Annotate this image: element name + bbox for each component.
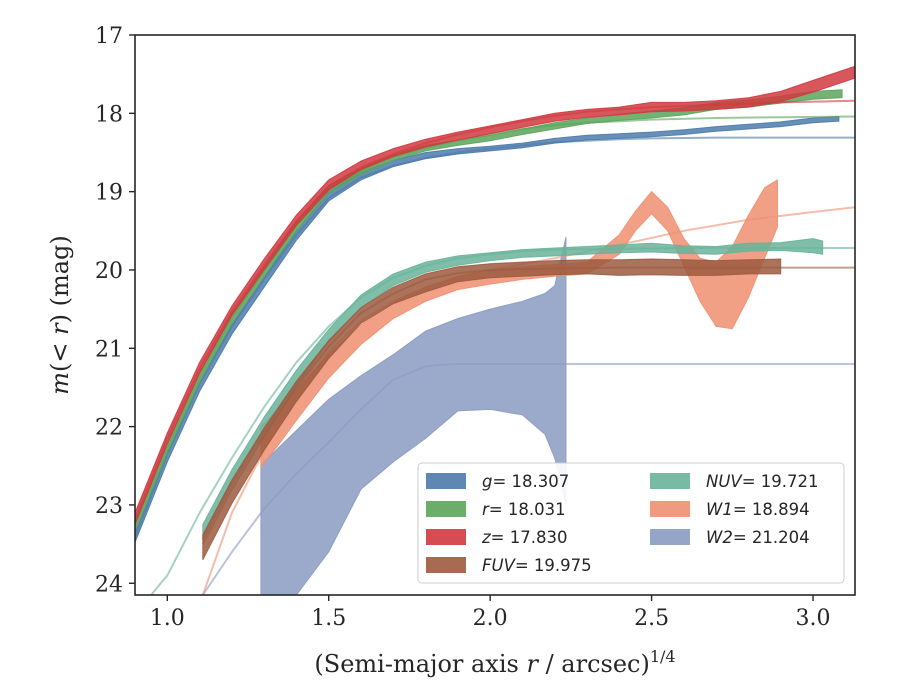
profile-band-nuv xyxy=(202,238,824,541)
profile-band-fuv xyxy=(202,258,782,561)
y-tick-label: 17 xyxy=(95,24,123,49)
legend-entry-fuv: FUV= 19.975 xyxy=(482,556,592,575)
legend-value-w2: = 21.204 xyxy=(733,528,810,547)
plot-area xyxy=(135,65,855,595)
legend-band-g: g xyxy=(482,472,492,491)
x-tick-label: 2.5 xyxy=(634,606,669,631)
legend-band-r: r xyxy=(482,500,490,519)
legend-band-nuv: NUV xyxy=(706,472,743,491)
plot-frame xyxy=(134,34,856,596)
x-axis-label-var: r xyxy=(526,650,539,678)
y-axis-label-var: r xyxy=(46,322,74,335)
legend-swatch-w2 xyxy=(650,529,690,545)
x-tick-label: 1.5 xyxy=(311,606,346,631)
x-axis: 1.0 1.5 2.0 2.5 3.0 xyxy=(150,595,831,631)
x-axis-label-main: (Semi-major axis xyxy=(314,650,526,678)
legend-entry-w1: W1= 18.894 xyxy=(706,500,810,519)
x-axis-label: (Semi-major axis r / arcsec)1/4 xyxy=(314,647,675,678)
legend-swatch-nuv xyxy=(650,473,690,489)
y-axis: 17 18 19 20 21 22 23 24 xyxy=(95,24,135,597)
legend-swatch-fuv xyxy=(426,557,466,573)
legend-swatch-w1 xyxy=(650,501,690,517)
y-tick-label: 20 xyxy=(95,259,123,284)
legend-entry-r: r= 18.031 xyxy=(482,500,566,519)
legend-band-w1: W1 xyxy=(706,500,733,519)
y-axis-label-post: ) (mag) xyxy=(46,235,74,323)
legend-value-z: = 17.830 xyxy=(491,528,568,547)
legend-swatch-z xyxy=(426,529,466,545)
profile-band-z xyxy=(135,65,855,525)
x-tick-label: 2.0 xyxy=(473,606,508,631)
y-tick-label: 23 xyxy=(95,494,123,519)
x-axis-label-tail: / arcsec) xyxy=(538,650,650,678)
legend-entry-g: g= 18.307 xyxy=(482,472,569,491)
y-axis-label-pre: m xyxy=(46,372,74,395)
legend-swatch-g xyxy=(426,473,466,489)
legend-value-nuv: = 19.721 xyxy=(742,472,819,491)
y-axis-label: m(< r) (mag) xyxy=(46,235,74,395)
x-tick-label: 1.0 xyxy=(150,606,185,631)
x-tick-label: 3.0 xyxy=(796,606,831,631)
legend-band-z: z xyxy=(481,528,491,547)
legend-value-g: = 18.307 xyxy=(492,472,569,491)
legend-band-fuv: FUV xyxy=(482,556,517,575)
y-tick-label: 18 xyxy=(95,102,123,127)
legend-entry-z: z= 17.830 xyxy=(481,528,567,547)
legend-value-r: = 18.031 xyxy=(489,500,566,519)
legend-value-w1: = 18.894 xyxy=(733,500,810,519)
legend-entry-w2: W2= 21.204 xyxy=(706,528,810,547)
legend-band-w2: W2 xyxy=(706,528,733,547)
y-tick-label: 19 xyxy=(95,181,123,206)
y-tick-label: 22 xyxy=(95,416,123,441)
y-axis-label-mid: (< xyxy=(46,335,74,372)
y-tick-label: 21 xyxy=(95,337,123,362)
legend-entry-nuv: NUV= 19.721 xyxy=(706,472,819,491)
legend-box xyxy=(417,462,845,584)
legend-value-fuv: = 19.975 xyxy=(515,556,592,575)
x-axis-label-sup: 1/4 xyxy=(650,647,676,666)
legend-swatch-r xyxy=(426,501,466,517)
y-tick-label: 24 xyxy=(95,572,123,597)
